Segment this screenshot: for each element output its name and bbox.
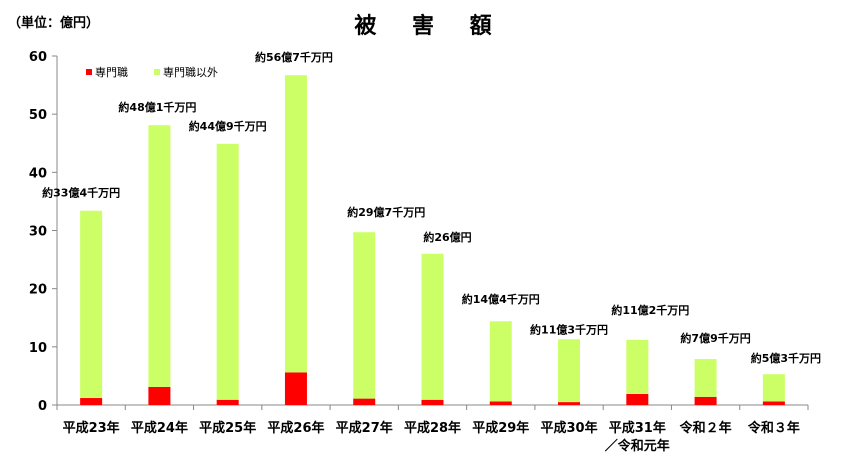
x-tick-label: 平成23年 <box>63 420 120 436</box>
legend-label: 専門職 <box>95 66 128 79</box>
bar-segment-senmonshoku-igai <box>80 210 103 399</box>
data-label: 約5億3千万円 <box>751 351 821 365</box>
data-label: 約29億7千万円 <box>347 205 425 219</box>
data-label: 約7億9千万円 <box>680 331 750 345</box>
legend-swatch <box>86 69 92 75</box>
data-label: 約48億1千万円 <box>118 100 196 114</box>
x-tick-label: 平成27年 <box>336 420 393 436</box>
y-tick-label: 0 <box>38 399 47 414</box>
bar-segment-senmonshoku-igai <box>762 374 785 402</box>
y-tick-label: 50 <box>29 108 47 123</box>
data-label: 約11億3千万円 <box>530 322 608 336</box>
bar-segment-senmonshoku-igai <box>216 143 239 400</box>
bar-segment-senmonshoku <box>626 393 649 405</box>
bar-segment-senmonshoku <box>353 398 376 405</box>
y-tick-label: 60 <box>29 50 47 65</box>
y-tick-label: 40 <box>29 166 47 181</box>
bar-segment-senmonshoku <box>489 401 512 405</box>
bar-segment-senmonshoku <box>216 399 239 405</box>
bar-segment-senmonshoku-igai <box>353 232 376 399</box>
legend-label: 専門職以外 <box>163 66 218 79</box>
x-tick-label: 平成24年 <box>131 420 188 436</box>
bar-segment-senmonshoku-igai <box>421 253 444 400</box>
data-label: 約14億4千万円 <box>462 292 540 306</box>
bar-segment-senmonshoku <box>694 396 717 405</box>
x-tick-label: 令和２年 <box>680 420 732 436</box>
chart-title: 被 害 額 <box>354 14 506 39</box>
bar-segment-senmonshoku-igai <box>489 321 512 402</box>
bar-segment-senmonshoku <box>762 401 785 405</box>
x-tick-label: 平成31年／令和元年 <box>605 420 670 454</box>
x-tick-label: 平成29年 <box>472 420 529 436</box>
data-label: 約11億2千万円 <box>611 303 689 317</box>
bar-segment-senmonshoku-igai <box>148 125 171 387</box>
data-label: 約33億4千万円 <box>42 186 120 200</box>
y-tick-label: 10 <box>29 341 47 356</box>
unit-label: （単位：億円） <box>8 16 100 31</box>
y-tick-label: 20 <box>29 283 47 298</box>
bar-segment-senmonshoku <box>558 402 581 405</box>
y-tick-label: 30 <box>29 225 47 240</box>
legend-swatch <box>154 69 160 75</box>
x-tick-label: 平成30年 <box>540 420 597 436</box>
bar-segment-senmonshoku <box>80 398 103 405</box>
bar-segment-senmonshoku <box>284 372 307 405</box>
data-label: 約26億円 <box>423 230 471 244</box>
data-label: 約44億9千万円 <box>189 119 267 133</box>
x-tick-label: 平成25年 <box>199 420 256 436</box>
bar-segment-senmonshoku <box>421 399 444 405</box>
bar-segment-senmonshoku <box>148 386 171 405</box>
x-tick-label: 平成28年 <box>404 420 461 436</box>
bar-segment-senmonshoku-igai <box>626 339 649 394</box>
bar-segment-senmonshoku-igai <box>284 75 307 373</box>
bar-segment-senmonshoku-igai <box>558 339 581 403</box>
x-tick-label: 令和３年 <box>748 420 800 436</box>
data-label: 約56億7千万円 <box>255 50 333 64</box>
x-tick-label: 平成26年 <box>267 420 324 436</box>
bar-segment-senmonshoku-igai <box>694 359 717 397</box>
